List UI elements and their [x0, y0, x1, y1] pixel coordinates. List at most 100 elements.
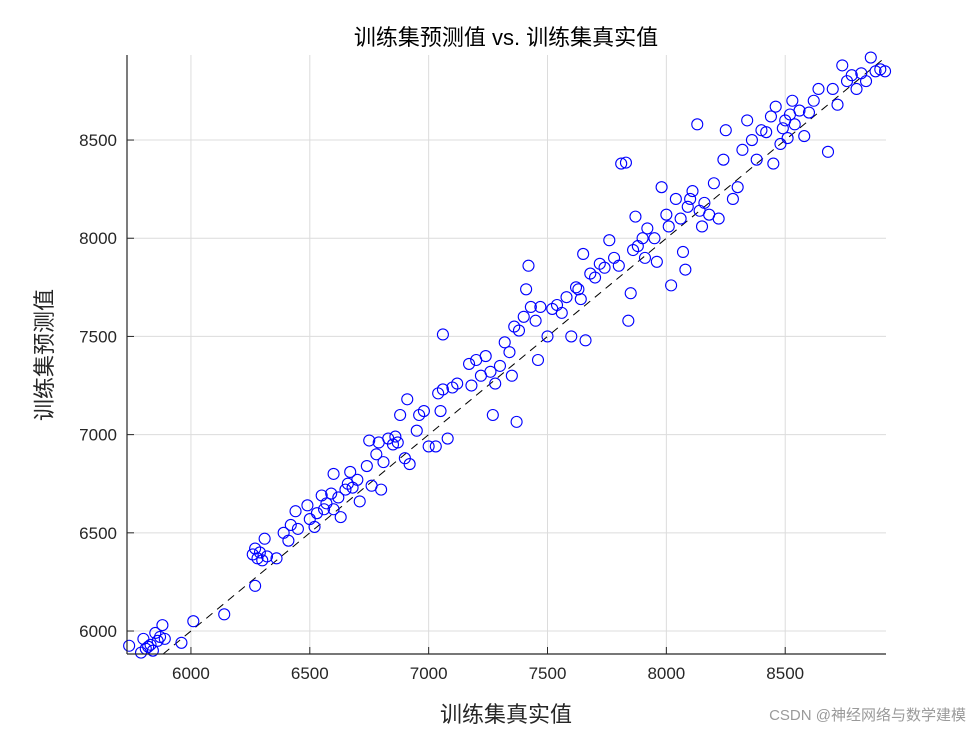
data-point [572, 283, 585, 296]
data-point [660, 208, 673, 221]
data-point [332, 491, 345, 504]
data-point [417, 405, 430, 418]
data-point [360, 460, 373, 473]
data-point [370, 448, 383, 461]
y-tick-label: 6000 [79, 622, 117, 641]
data-point [821, 145, 835, 158]
data-point [731, 181, 744, 194]
data-point [695, 220, 709, 233]
data-point [325, 487, 338, 500]
data-point [662, 220, 675, 233]
data-point [451, 377, 464, 390]
data-point [493, 359, 507, 372]
data-point [520, 283, 533, 296]
data-point [665, 279, 678, 292]
data-point [156, 619, 169, 632]
data-point [123, 639, 136, 652]
data-point [327, 503, 340, 516]
data-point [282, 534, 295, 547]
data-point [781, 132, 794, 145]
data-point [679, 263, 692, 276]
data-point [550, 298, 564, 312]
data-point [498, 336, 511, 349]
x-axis-label: 训练集真实值 [440, 702, 572, 727]
tick-labels: 6000 6500 7000 7500 8000 8500 6000 6500 7000 7500… [79, 131, 804, 683]
data-point [648, 232, 661, 245]
data-point [291, 522, 304, 535]
data-point [681, 200, 694, 213]
data-point [137, 632, 150, 645]
data-point [712, 212, 725, 225]
data-point [686, 185, 699, 198]
data-point [674, 212, 687, 225]
data-point [612, 259, 625, 272]
data-point [344, 465, 357, 478]
data-point [289, 505, 302, 518]
data-point [631, 240, 644, 253]
data-point [320, 497, 333, 510]
data-point [479, 350, 492, 363]
x-tick-label: 6500 [291, 664, 329, 683]
data-point [249, 542, 262, 555]
data-point [624, 287, 637, 300]
data-point [638, 251, 652, 264]
data-point [465, 379, 478, 392]
data-point [627, 243, 640, 257]
data-point [565, 330, 578, 343]
y-tick-label: 7500 [79, 327, 117, 346]
data-point [655, 181, 668, 194]
data-point [410, 424, 423, 437]
data-point [436, 383, 449, 396]
data-point [508, 320, 521, 333]
y-tick-label: 8000 [79, 229, 117, 248]
data-point [441, 432, 454, 445]
data-point [798, 130, 811, 143]
data-point [534, 300, 547, 314]
data-point [859, 75, 873, 88]
data-point [346, 481, 359, 494]
data-point [434, 405, 447, 418]
data-point [579, 334, 592, 347]
data-point [807, 94, 820, 107]
chart-title: 训练集预测值 vs. 训练集真实值 [354, 25, 658, 50]
data-point [641, 222, 654, 235]
data-point [802, 106, 816, 119]
data-point [187, 615, 200, 628]
data-point [588, 271, 602, 284]
data-point [517, 310, 530, 323]
data-point [593, 257, 606, 270]
data-point [707, 177, 720, 190]
data-point [318, 503, 331, 516]
data-point [144, 638, 157, 651]
grid [127, 55, 886, 654]
data-point [603, 234, 616, 247]
data-point [555, 306, 568, 319]
data-point [512, 324, 526, 337]
data-point [629, 210, 642, 223]
data-point [529, 314, 542, 327]
x-tick-label: 7500 [529, 664, 567, 683]
data-point [429, 440, 442, 453]
x-tick-label: 8500 [766, 664, 804, 683]
data-point [741, 114, 754, 127]
data-point [615, 157, 628, 170]
data-point [736, 143, 749, 156]
data-point [403, 458, 416, 471]
data-point [363, 434, 376, 447]
data-point [864, 51, 877, 64]
y-axis-label: 训练集预测值 [32, 289, 57, 421]
data-point [760, 126, 773, 139]
data-point [531, 353, 545, 367]
data-point [301, 499, 314, 512]
data-point [249, 579, 262, 592]
data-point [726, 192, 739, 206]
data-point [503, 346, 516, 359]
data-point [486, 408, 499, 422]
data-point [377, 456, 390, 469]
x-tick-label: 8000 [647, 664, 685, 683]
data-point [389, 430, 402, 443]
data-point [253, 546, 266, 559]
data-point [310, 507, 323, 520]
data-point [717, 153, 730, 166]
data-point [463, 357, 476, 370]
